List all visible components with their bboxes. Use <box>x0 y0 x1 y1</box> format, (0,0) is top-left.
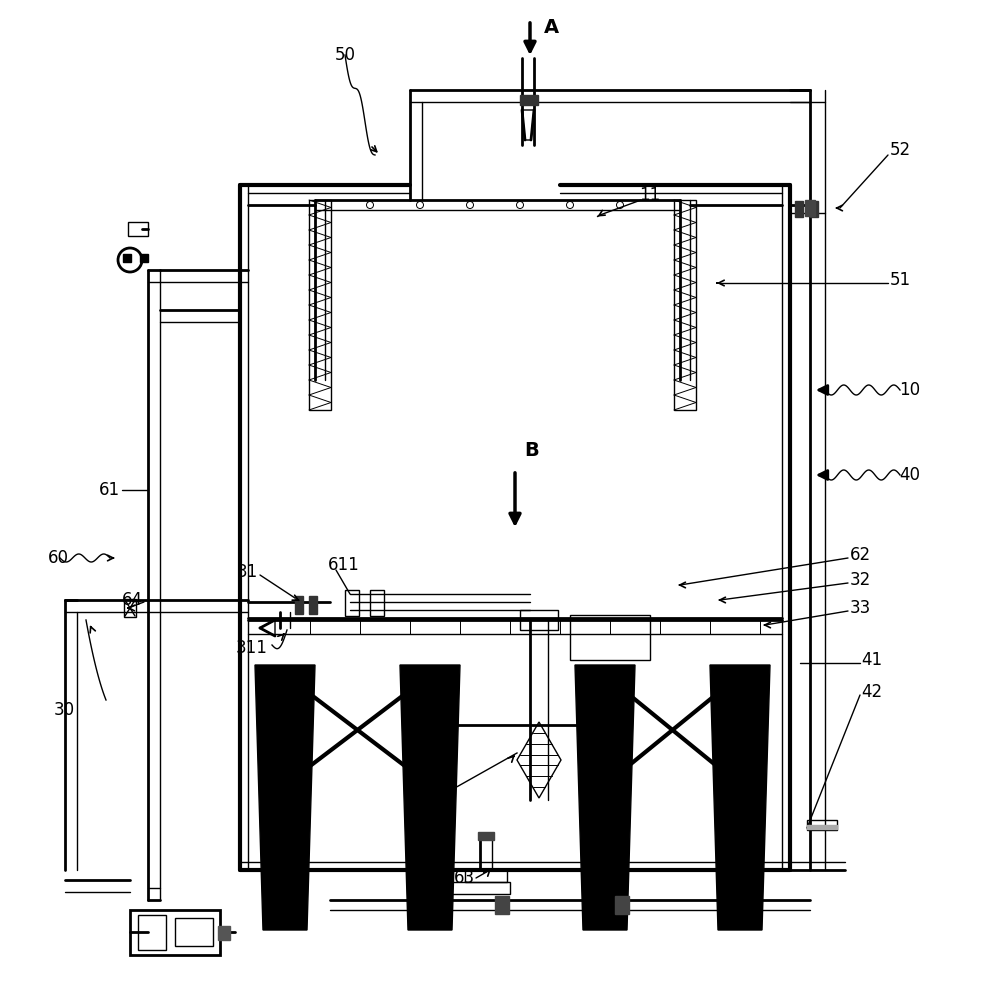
Bar <box>807 825 837 829</box>
Text: 42: 42 <box>861 683 883 701</box>
Bar <box>370 590 384 616</box>
Bar <box>175 918 213 946</box>
Text: A: A <box>544 18 559 37</box>
Bar <box>807 820 837 830</box>
Bar <box>295 596 303 614</box>
Text: 64: 64 <box>122 591 143 609</box>
Text: 63: 63 <box>454 869 475 887</box>
Bar <box>123 254 131 262</box>
Bar <box>218 926 230 940</box>
Bar <box>520 95 538 105</box>
Text: 10: 10 <box>899 381 921 399</box>
Bar <box>520 610 558 630</box>
Bar <box>309 200 331 410</box>
Bar <box>810 201 818 217</box>
Text: 41: 41 <box>861 651 883 669</box>
Bar <box>478 832 494 840</box>
Text: B: B <box>524 441 539 460</box>
Bar <box>130 910 220 955</box>
Text: 50: 50 <box>335 46 356 64</box>
Text: 61: 61 <box>99 481 120 499</box>
Text: 311: 311 <box>236 639 268 657</box>
Bar <box>795 201 803 217</box>
Bar <box>128 222 148 236</box>
Bar <box>430 882 510 894</box>
Text: 11: 11 <box>639 186 661 204</box>
Text: 62: 62 <box>849 546 871 564</box>
Bar <box>465 870 507 882</box>
Text: 51: 51 <box>889 271 911 289</box>
Bar <box>615 896 629 914</box>
Bar <box>124 599 136 617</box>
Bar <box>309 596 317 614</box>
Bar <box>138 915 166 950</box>
Polygon shape <box>575 665 635 930</box>
Text: 31: 31 <box>237 563 258 581</box>
Bar <box>674 200 696 410</box>
Polygon shape <box>255 665 315 930</box>
Text: 32: 32 <box>849 571 871 589</box>
Bar <box>495 896 509 914</box>
Bar <box>570 615 650 660</box>
Text: 52: 52 <box>889 141 911 159</box>
Text: 40: 40 <box>900 466 920 484</box>
Polygon shape <box>710 665 770 930</box>
Text: 30: 30 <box>54 701 75 719</box>
Text: 60: 60 <box>48 549 69 567</box>
Text: 611: 611 <box>328 556 360 574</box>
Text: 33: 33 <box>849 599 871 617</box>
Bar <box>140 254 148 262</box>
Bar <box>345 590 359 616</box>
Polygon shape <box>400 665 460 930</box>
Text: 13: 13 <box>414 791 435 809</box>
Bar <box>805 200 815 216</box>
